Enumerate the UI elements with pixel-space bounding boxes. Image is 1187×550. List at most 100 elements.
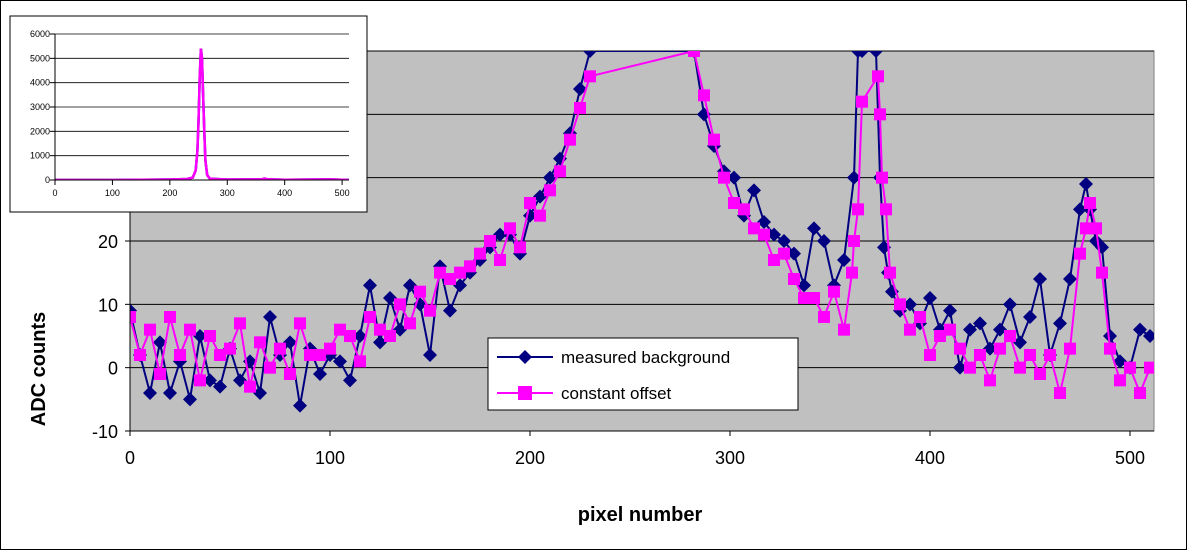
- point-offset: [384, 330, 396, 342]
- point-offset: [698, 89, 710, 102]
- legend: measured background constant offset: [487, 337, 799, 411]
- point-offset: [284, 368, 296, 380]
- point-offset: [748, 222, 760, 235]
- point-offset: [494, 254, 506, 266]
- point-offset: [874, 108, 886, 121]
- main-x-tick-label: 0: [125, 448, 135, 468]
- point-measured: [153, 335, 167, 350]
- point-offset: [808, 292, 820, 304]
- point-offset: [828, 285, 840, 298]
- main-y-tick-label: 10: [98, 295, 118, 315]
- point-measured: [363, 278, 377, 293]
- inset-y-tick-label: 4000: [30, 78, 50, 88]
- point-offset: [944, 323, 956, 336]
- inset-y-tick-label: 6000: [30, 29, 50, 39]
- point-offset: [294, 317, 306, 330]
- point-offset: [404, 317, 416, 330]
- point-measured: [923, 291, 937, 305]
- main-x-tick-label: 300: [715, 448, 745, 468]
- point-offset: [688, 51, 700, 57]
- point-measured: [727, 170, 741, 185]
- point-measured: [1079, 177, 1093, 191]
- point-measured: [403, 278, 417, 293]
- inset-x-tick-label: 200: [162, 188, 177, 198]
- point-offset: [954, 342, 966, 355]
- point-offset: [1114, 374, 1126, 387]
- point-offset: [464, 260, 476, 273]
- point-offset: [778, 247, 790, 260]
- point-measured: [747, 183, 761, 198]
- point-measured: [213, 379, 227, 394]
- point-offset: [994, 342, 1006, 355]
- point-measured: [777, 234, 791, 248]
- point-offset: [1074, 247, 1086, 260]
- legend-marker-measured: [518, 350, 532, 364]
- inset-x-tick-label: 300: [220, 188, 235, 198]
- point-offset: [1004, 330, 1016, 342]
- point-offset: [274, 342, 286, 355]
- point-offset: [1064, 342, 1076, 355]
- inset-axes: 0 1000 2000 3000 4000 5000 6000 0 100 200 300 400 50…: [30, 29, 350, 198]
- point-offset: [708, 133, 720, 146]
- point-measured: [847, 170, 861, 185]
- point-offset: [880, 203, 892, 216]
- point-offset: [424, 304, 436, 317]
- point-measured: [233, 373, 247, 388]
- point-measured: [163, 386, 177, 400]
- point-offset: [1134, 387, 1146, 399]
- point-measured: [533, 189, 547, 204]
- inset-y-tick-label: 3000: [30, 102, 50, 112]
- point-measured: [855, 51, 869, 58]
- inset-x-tick-label: 0: [52, 188, 57, 198]
- point-offset: [758, 228, 770, 241]
- point-offset: [144, 323, 156, 336]
- point-offset: [234, 317, 246, 330]
- point-offset: [1144, 361, 1154, 374]
- point-measured: [1073, 202, 1087, 217]
- point-offset: [964, 361, 976, 374]
- x-axis-title: pixel number: [578, 504, 703, 526]
- point-measured: [1133, 322, 1147, 337]
- point-measured: [443, 303, 457, 318]
- point-measured: [1013, 335, 1027, 350]
- point-measured: [757, 215, 771, 229]
- point-offset: [788, 273, 800, 285]
- point-measured: [583, 51, 597, 58]
- point-offset: [818, 311, 830, 323]
- point-offset: [524, 197, 536, 209]
- point-offset: [324, 342, 336, 355]
- point-offset: [244, 380, 256, 393]
- point-measured: [493, 227, 507, 242]
- point-offset: [454, 266, 466, 279]
- point-measured: [869, 51, 883, 58]
- point-offset: [876, 171, 888, 184]
- point-measured: [797, 278, 811, 293]
- legend-label-measured: measured background: [561, 348, 730, 367]
- point-measured: [353, 329, 367, 343]
- y-axis-title: ADC counts: [28, 312, 50, 426]
- point-measured: [903, 297, 917, 312]
- point-measured: [787, 246, 801, 261]
- point-offset: [344, 330, 356, 342]
- point-offset: [838, 323, 850, 336]
- point-measured: [963, 322, 977, 337]
- point-offset: [394, 298, 406, 311]
- point-offset: [534, 209, 546, 222]
- point-measured: [343, 373, 357, 388]
- point-offset: [728, 197, 740, 209]
- point-offset: [1024, 349, 1036, 361]
- point-offset: [414, 285, 426, 298]
- point-offset: [154, 368, 166, 380]
- point-offset: [564, 133, 576, 146]
- point-offset: [974, 349, 986, 361]
- point-offset: [544, 184, 556, 197]
- point-offset: [894, 298, 906, 311]
- point-measured: [943, 303, 957, 318]
- inset-x-tick-label: 400: [277, 188, 292, 198]
- point-measured: [1003, 297, 1017, 312]
- inset-y-tick-label: 1000: [30, 151, 50, 161]
- point-measured: [837, 253, 851, 267]
- point-measured: [807, 221, 821, 236]
